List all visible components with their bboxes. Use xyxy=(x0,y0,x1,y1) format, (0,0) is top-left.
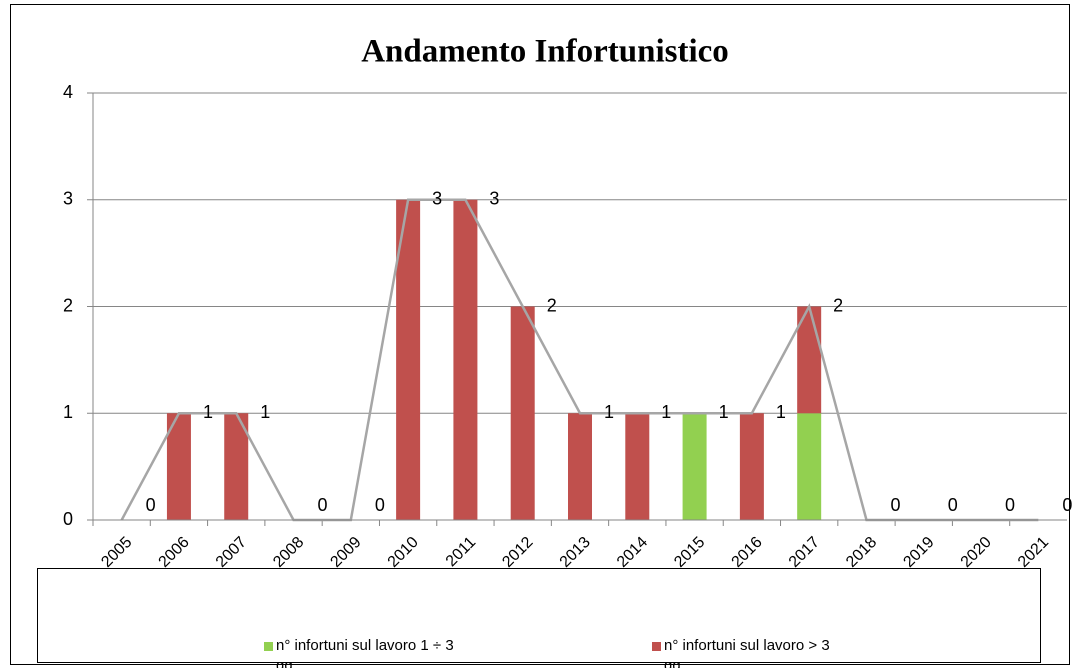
x-tick-label: 2008 xyxy=(270,534,307,571)
bar xyxy=(166,413,191,520)
x-tick-label: 2015 xyxy=(671,534,708,571)
data-label: 0 xyxy=(1062,495,1072,515)
data-label: 1 xyxy=(661,402,671,422)
x-tick-label: 2013 xyxy=(557,534,594,571)
bar xyxy=(396,199,421,520)
legend-swatch xyxy=(264,642,273,651)
x-tick-label: 2011 xyxy=(443,534,479,570)
chart-title: Andamento Infortunistico xyxy=(361,34,729,70)
x-tick-label: 2016 xyxy=(729,534,766,571)
data-label: 1 xyxy=(719,402,729,422)
x-tick-label: 2012 xyxy=(499,534,536,571)
data-label: 1 xyxy=(260,402,270,422)
data-label: 0 xyxy=(146,495,156,515)
bar xyxy=(797,306,822,414)
x-tick-label: 2009 xyxy=(327,534,364,571)
data-label: 0 xyxy=(375,495,385,515)
legend-item: n° infortuni sul lavoro > 3 gg xyxy=(652,636,862,668)
legend-item: n° infortuni sul lavoro 1 ÷ 3 gg xyxy=(264,636,474,668)
chart-border xyxy=(10,4,1070,665)
data-label: 2 xyxy=(833,295,843,315)
x-tick-label: 2014 xyxy=(614,534,651,571)
y-tick-label: 1 xyxy=(63,402,73,422)
x-tick-label: 2021 xyxy=(1015,534,1052,571)
data-label: 1 xyxy=(776,402,786,422)
x-tick-label: 2019 xyxy=(900,534,937,571)
bar xyxy=(224,413,249,520)
x-tick-label: 2018 xyxy=(843,534,880,571)
legend-box xyxy=(37,568,1041,663)
x-tick-label: 2005 xyxy=(98,534,135,571)
y-tick-label: 0 xyxy=(63,509,73,529)
data-label: 3 xyxy=(489,189,499,209)
data-label: 2 xyxy=(547,295,557,315)
bar xyxy=(797,413,822,520)
data-label: 0 xyxy=(1005,495,1015,515)
bar xyxy=(625,413,650,520)
bar xyxy=(453,199,478,520)
x-tick-label: 2007 xyxy=(213,534,250,571)
bar xyxy=(682,413,707,520)
legend-label: n° infortuni sul lavoro > 3 gg xyxy=(664,637,830,668)
x-tick-label: 2006 xyxy=(156,534,193,571)
data-label: 1 xyxy=(604,402,614,422)
data-label: 1 xyxy=(203,402,213,422)
legend-swatch xyxy=(652,642,661,651)
y-tick-label: 2 xyxy=(63,295,73,315)
bar xyxy=(568,413,592,520)
x-tick-label: 2017 xyxy=(786,534,823,571)
data-label: 0 xyxy=(948,495,958,515)
bar xyxy=(739,413,764,520)
data-label: 3 xyxy=(432,189,442,209)
x-tick-label: 2010 xyxy=(385,534,422,571)
data-label: 0 xyxy=(318,495,328,515)
bar xyxy=(510,306,535,520)
x-tick-label: 2020 xyxy=(958,534,995,571)
y-tick-label: 3 xyxy=(63,189,73,209)
y-tick-label: 4 xyxy=(63,82,73,102)
data-label: 0 xyxy=(890,495,900,515)
legend-label: n° infortuni sul lavoro 1 ÷ 3 gg xyxy=(276,637,454,668)
